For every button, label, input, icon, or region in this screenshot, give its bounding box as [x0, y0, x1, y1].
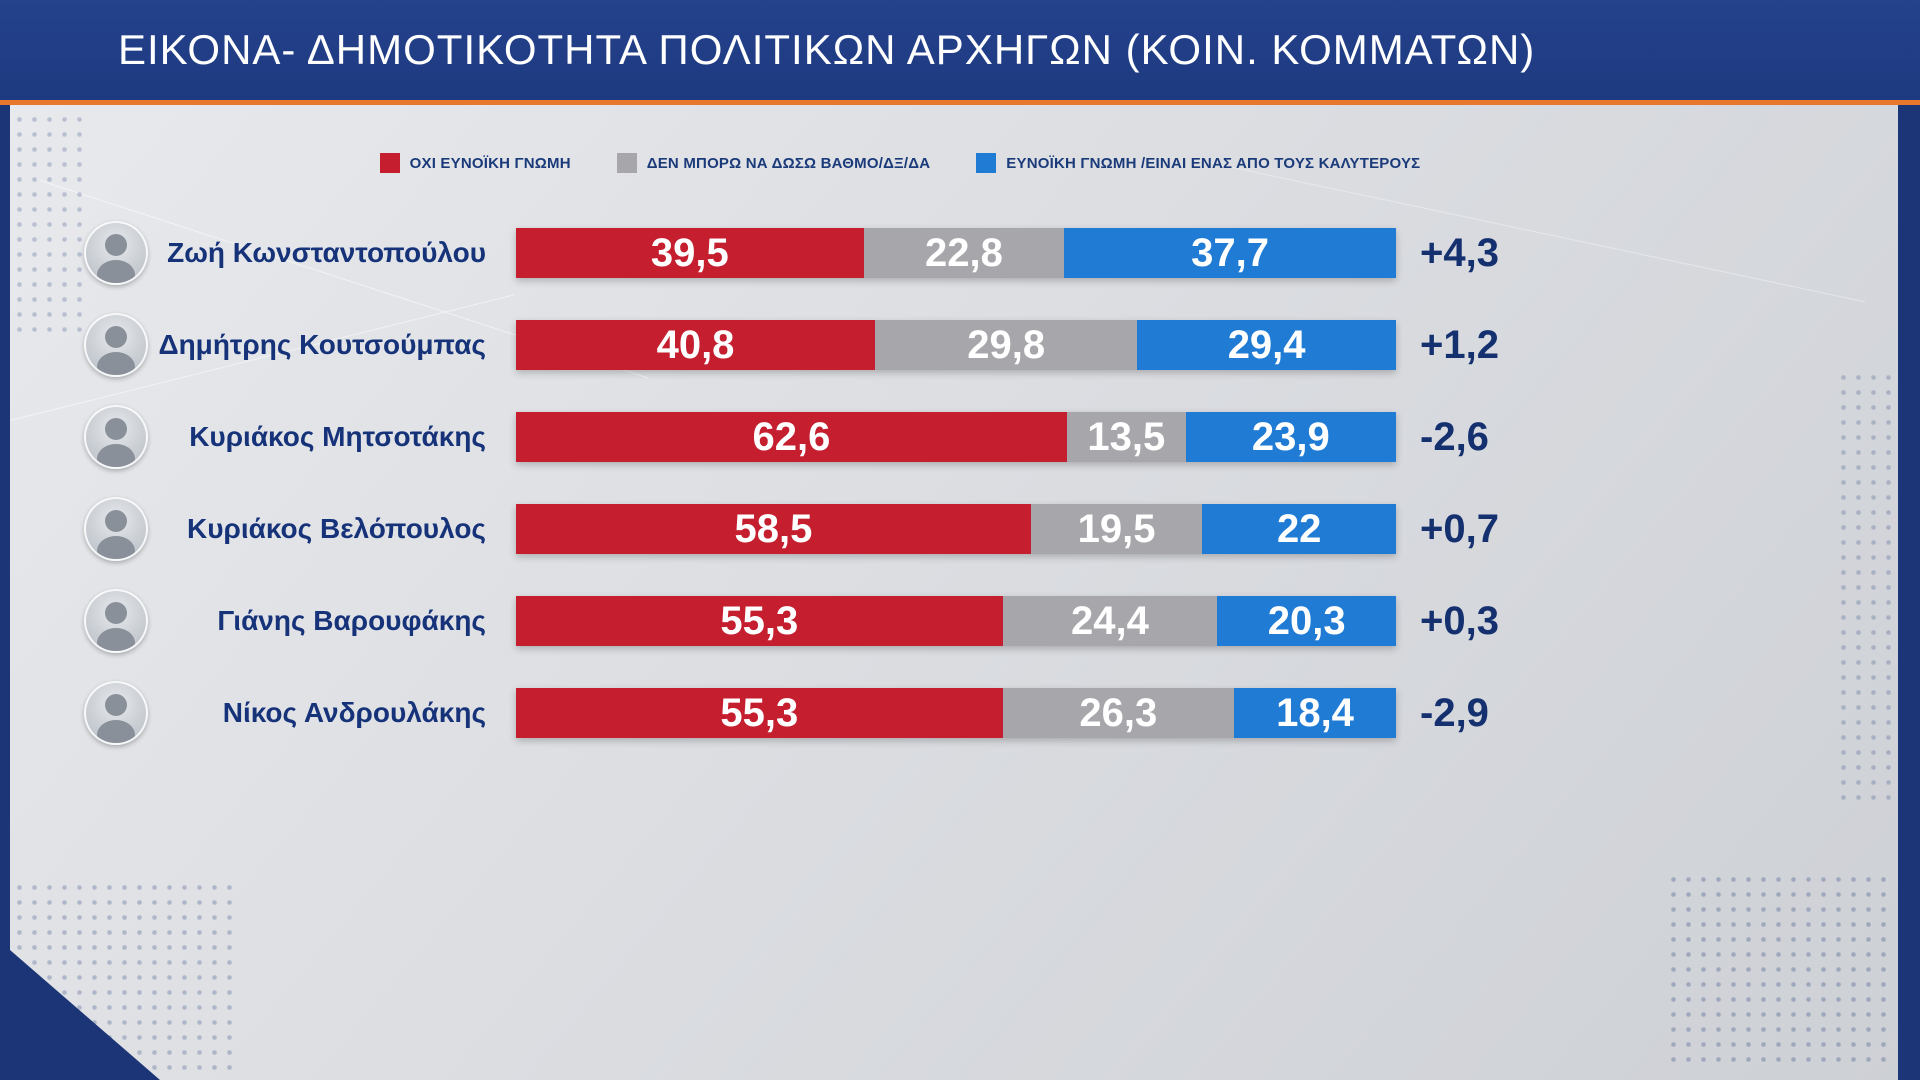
- leader-row: Δημήτρης Κουτσούμπας 40,8 29,8 29,4 +1,2: [0, 299, 1920, 391]
- segment-value: 55,3: [720, 598, 799, 643]
- segment-value: 23,9: [1251, 414, 1330, 459]
- segment-value: 58,5: [734, 506, 813, 551]
- change-value: +0,3: [1420, 598, 1499, 643]
- stacked-bar: 55,3 26,3 18,4: [516, 688, 1396, 738]
- bar-segment: 23,9: [1185, 412, 1396, 462]
- legend-swatch: [976, 153, 997, 173]
- bar-segment: 19,5: [1030, 504, 1203, 554]
- person-silhouette-icon: [97, 602, 135, 651]
- stacked-bar: 58,5 19,5 22: [516, 504, 1396, 554]
- legend-item-favorable: ΕΥΝΟΪΚΗ ΓΝΩΜΗ /ΕΙΝΑΙ ΕΝΑΣ ΑΠΟ ΤΟΥΣ ΚΑΛΥΤ…: [976, 153, 1420, 173]
- segment-value: 22,8: [924, 230, 1003, 275]
- chart-legend: ΟΧΙ ΕΥΝΟΪΚΗ ΓΝΩΜΗ ΔΕΝ ΜΠΟΡΩ ΝΑ ΔΩΣΩ ΒΑΘΜ…: [0, 153, 1920, 173]
- bar-segment: 62,6: [516, 412, 1067, 462]
- person-silhouette-icon: [97, 694, 135, 743]
- bar-segment: 18,4: [1234, 688, 1396, 738]
- page-title: ΕΙΚΟΝΑ- ΔΗΜΟΤΙΚΟΤΗΤΑ ΠΟΛΙΤΙΚΩΝ ΑΡΧΗΓΩΝ (…: [118, 26, 1536, 73]
- segment-value: 22: [1276, 506, 1322, 551]
- leader-row: Γιάνης Βαρουφάκης 55,3 24,4 20,3 +0,3: [0, 575, 1920, 667]
- segment-value: 29,4: [1227, 322, 1306, 367]
- header-accent-rule: [0, 100, 1920, 105]
- change-value: -2,6: [1420, 414, 1489, 459]
- right-edge-strip: [1898, 0, 1920, 1080]
- segment-value: 37,7: [1191, 230, 1270, 275]
- bar-segment: 26,3: [1002, 688, 1235, 738]
- bar-segment: 55,3: [516, 688, 1003, 738]
- bar-segment: 29,4: [1137, 320, 1396, 370]
- legend-label: ΟΧΙ ΕΥΝΟΪΚΗ ΓΝΩΜΗ: [409, 154, 571, 172]
- segment-value: 26,3: [1079, 690, 1158, 735]
- person-silhouette-icon: [97, 326, 135, 375]
- leader-avatar: [84, 221, 148, 285]
- leader-row: Ζωή Κωνσταντοπούλου 39,5 22,8 37,7 +4,3: [0, 207, 1920, 299]
- bar-segment: 39,5: [516, 228, 864, 278]
- leader-name: Νίκος Ανδρουλάκης: [222, 697, 486, 729]
- segment-value: 39,5: [650, 230, 729, 275]
- bar-segment: 58,5: [516, 504, 1031, 554]
- leader-avatar: [84, 589, 148, 653]
- leader-avatar: [84, 405, 148, 469]
- change-value: -2,9: [1420, 690, 1489, 735]
- legend-swatch: [379, 153, 400, 173]
- bar-segment: 55,3: [516, 596, 1003, 646]
- legend-item-no-opinion: ΔΕΝ ΜΠΟΡΩ ΝΑ ΔΩΣΩ ΒΑΘΜΟ/ΔΞ/ΔΑ: [616, 153, 931, 173]
- stacked-bar: 39,5 22,8 37,7: [516, 228, 1396, 278]
- left-edge-strip: [0, 0, 10, 1080]
- legend-label: ΕΥΝΟΪΚΗ ΓΝΩΜΗ /ΕΙΝΑΙ ΕΝΑΣ ΑΠΟ ΤΟΥΣ ΚΑΛΥΤ…: [1006, 154, 1421, 172]
- leader-name: Ζωή Κωνσταντοπούλου: [167, 237, 486, 269]
- legend-swatch: [616, 153, 637, 173]
- person-silhouette-icon: [97, 510, 135, 559]
- header-bar: ΕΙΚΟΝΑ- ΔΗΜΟΤΙΚΟΤΗΤΑ ΠΟΛΙΤΙΚΩΝ ΑΡΧΗΓΩΝ (…: [0, 0, 1920, 100]
- segment-value: 55,3: [720, 690, 799, 735]
- segment-value: 62,6: [752, 414, 831, 459]
- bar-segment: 20,3: [1217, 596, 1396, 646]
- person-silhouette-icon: [97, 234, 135, 283]
- bar-segment: 24,4: [1002, 596, 1218, 646]
- segment-value: 13,5: [1087, 414, 1166, 459]
- change-value: +0,7: [1420, 506, 1499, 551]
- bar-segment: 22,8: [863, 228, 1065, 278]
- segment-value: 24,4: [1071, 598, 1149, 643]
- bar-segment: 13,5: [1066, 412, 1186, 462]
- bar-segment: 29,8: [875, 320, 1138, 370]
- change-value: +1,2: [1420, 322, 1499, 367]
- leader-name: Γιάνης Βαρουφάκης: [217, 605, 486, 637]
- bar-segment: 22: [1202, 504, 1396, 554]
- dot-pattern-bottom-right: [1666, 872, 1896, 1072]
- dot-pattern-top-left: [12, 112, 82, 342]
- legend-item-unfavorable: ΟΧΙ ΕΥΝΟΪΚΗ ΓΝΩΜΗ: [379, 153, 571, 173]
- leader-avatar: [84, 497, 148, 561]
- stacked-bar: 40,8 29,8 29,4: [516, 320, 1396, 370]
- leader-avatar: [84, 313, 148, 377]
- segment-value: 20,3: [1267, 598, 1346, 643]
- leader-row: Κυριάκος Μητσοτάκης 62,6 13,5 23,9 -2,6: [0, 391, 1920, 483]
- segment-value: 19,5: [1077, 506, 1156, 551]
- segment-value: 18,4: [1276, 690, 1354, 735]
- segment-value: 40,8: [656, 322, 735, 367]
- stacked-bar: 62,6 13,5 23,9: [516, 412, 1396, 462]
- person-silhouette-icon: [97, 418, 135, 467]
- leader-name: Δημήτρης Κουτσούμπας: [158, 329, 486, 361]
- leader-row: Νίκος Ανδρουλάκης 55,3 26,3 18,4 -2,9: [0, 667, 1920, 759]
- leader-row: Κυριάκος Βελόπουλος 58,5 19,5 22 +0,7: [0, 483, 1920, 575]
- bar-segment: 40,8: [516, 320, 876, 370]
- leader-avatar: [84, 681, 148, 745]
- legend-label: ΔΕΝ ΜΠΟΡΩ ΝΑ ΔΩΣΩ ΒΑΘΜΟ/ΔΞ/ΔΑ: [646, 154, 931, 172]
- dot-pattern-right: [1836, 370, 1896, 800]
- stacked-bar: 55,3 24,4 20,3: [516, 596, 1396, 646]
- bar-segment: 37,7: [1064, 228, 1396, 278]
- leader-name: Κυριάκος Μητσοτάκης: [189, 421, 486, 453]
- leader-name: Κυριάκος Βελόπουλος: [187, 513, 486, 545]
- change-value: +4,3: [1420, 230, 1499, 275]
- segment-value: 29,8: [967, 322, 1046, 367]
- chart-rows: Ζωή Κωνσταντοπούλου 39,5 22,8 37,7 +4,3 …: [0, 207, 1920, 759]
